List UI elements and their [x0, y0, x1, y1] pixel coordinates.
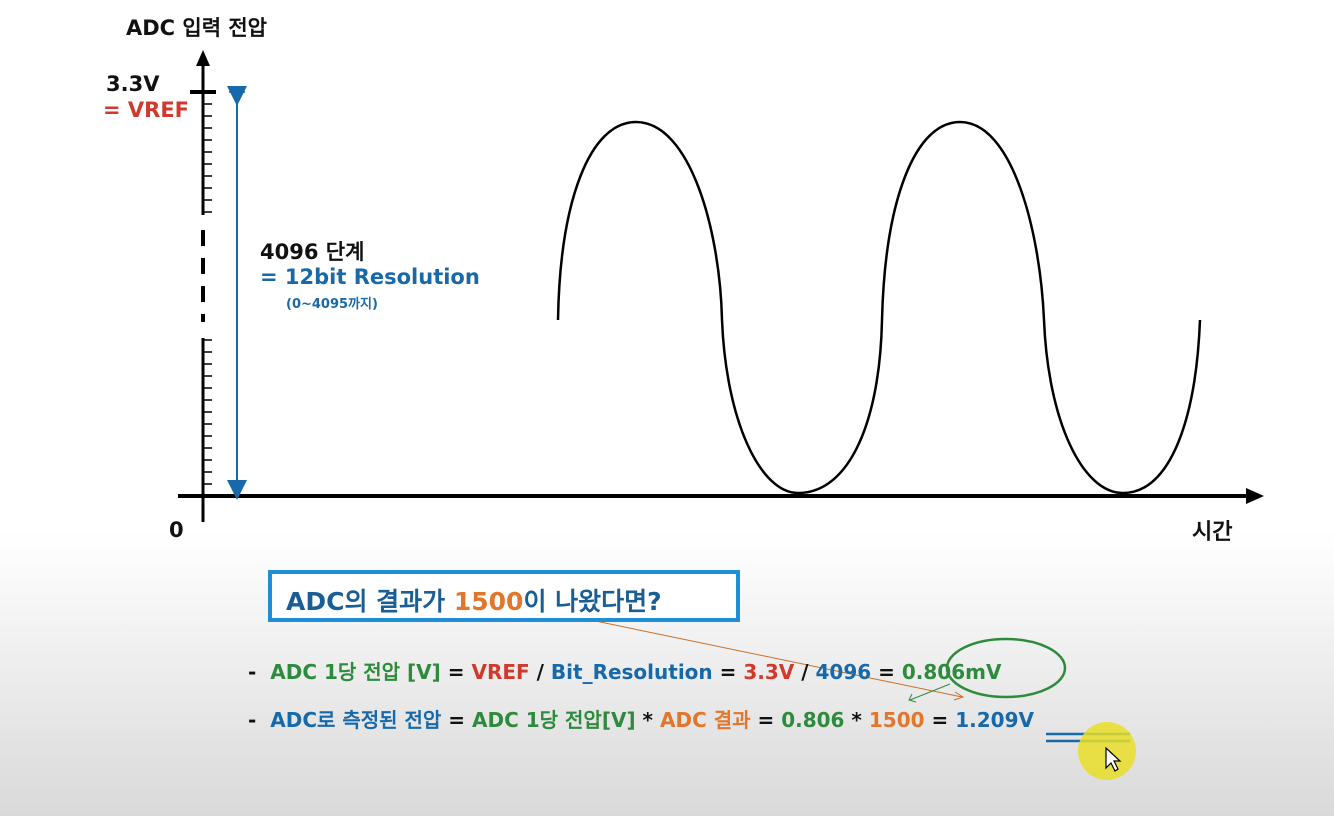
formula-1-3v3: 3.3V — [743, 660, 795, 684]
formula-1-dash: - — [248, 660, 257, 684]
formula-1-label: ADC 1당 전압 [V] — [270, 660, 441, 684]
formula-2-eq1: = — [441, 708, 473, 732]
x-axis-arrow — [1246, 488, 1264, 504]
range-note: (0~4095까지) — [286, 297, 378, 312]
sine-wave — [556, 120, 1202, 495]
question-value: 1500 — [453, 587, 524, 616]
formula-2-eq3: = — [924, 708, 956, 732]
steps-label: 4096 단계 — [260, 240, 365, 264]
formula-1-slash1: / — [529, 660, 551, 684]
max-value-label: 3.3V — [106, 72, 160, 96]
y-axis-arrow — [196, 50, 210, 66]
question-suffix: 이 나왔다면? — [523, 587, 662, 616]
resolution-label: = 12bit Resolution — [260, 265, 480, 289]
formula-2-eq2: = — [750, 708, 782, 732]
formula-2-star1: * — [635, 708, 660, 732]
formula-2-result: 1.209V — [955, 708, 1034, 732]
formula-1-result: 0.806mV — [901, 660, 1002, 684]
origin-label: 0 — [169, 518, 184, 542]
formula-2-label: ADC로 측정된 전압 — [270, 708, 442, 732]
formula-2-0806: 0.806 — [781, 708, 845, 732]
highlight-0806mv — [945, 637, 1067, 699]
vref-label: = VREF — [103, 98, 190, 122]
formula-2-1500: 1500 — [868, 708, 925, 732]
question-prefix: ADC의 결과가 — [286, 587, 454, 616]
y-axis-label: ADC 입력 전압 — [126, 16, 267, 40]
link-line-orange — [551, 611, 963, 698]
x-axis-label: 시간 — [1192, 520, 1233, 545]
formula-1-eq2: = — [712, 660, 744, 684]
formula-2-star2: * — [844, 708, 869, 732]
formula-1-eq3: = — [871, 660, 902, 684]
link-line-green — [909, 683, 951, 701]
formula-2-perunit: ADC 1당 전압[V] — [472, 708, 636, 732]
formula-1-bitres: Bit_Resolution — [550, 660, 713, 684]
formula-2-dash: - — [248, 708, 257, 732]
formula-1-eq1: = — [440, 660, 472, 684]
formula-2: - ADC로 측정된 전압 = ADC 1당 전압[V] * ADC 결과 = … — [248, 704, 1034, 733]
y-ticks-upper — [203, 103, 212, 213]
formula-2-adcresult: ADC 결과 — [659, 708, 751, 732]
formula-1-slash2: / — [794, 660, 816, 684]
cursor-highlight — [1078, 722, 1136, 780]
formula-1: - ADC 1당 전압 [V] = VREF / Bit_Resolution … — [248, 656, 1001, 685]
question-text: ADC의 결과가 1500이 나왔다면? — [286, 582, 662, 618]
question-box: ADC의 결과가 1500이 나왔다면? — [268, 570, 740, 622]
y-ticks-lower — [203, 339, 212, 485]
formula-1-vref: VREF — [471, 660, 530, 684]
formula-1-4096: 4096 — [815, 660, 872, 684]
